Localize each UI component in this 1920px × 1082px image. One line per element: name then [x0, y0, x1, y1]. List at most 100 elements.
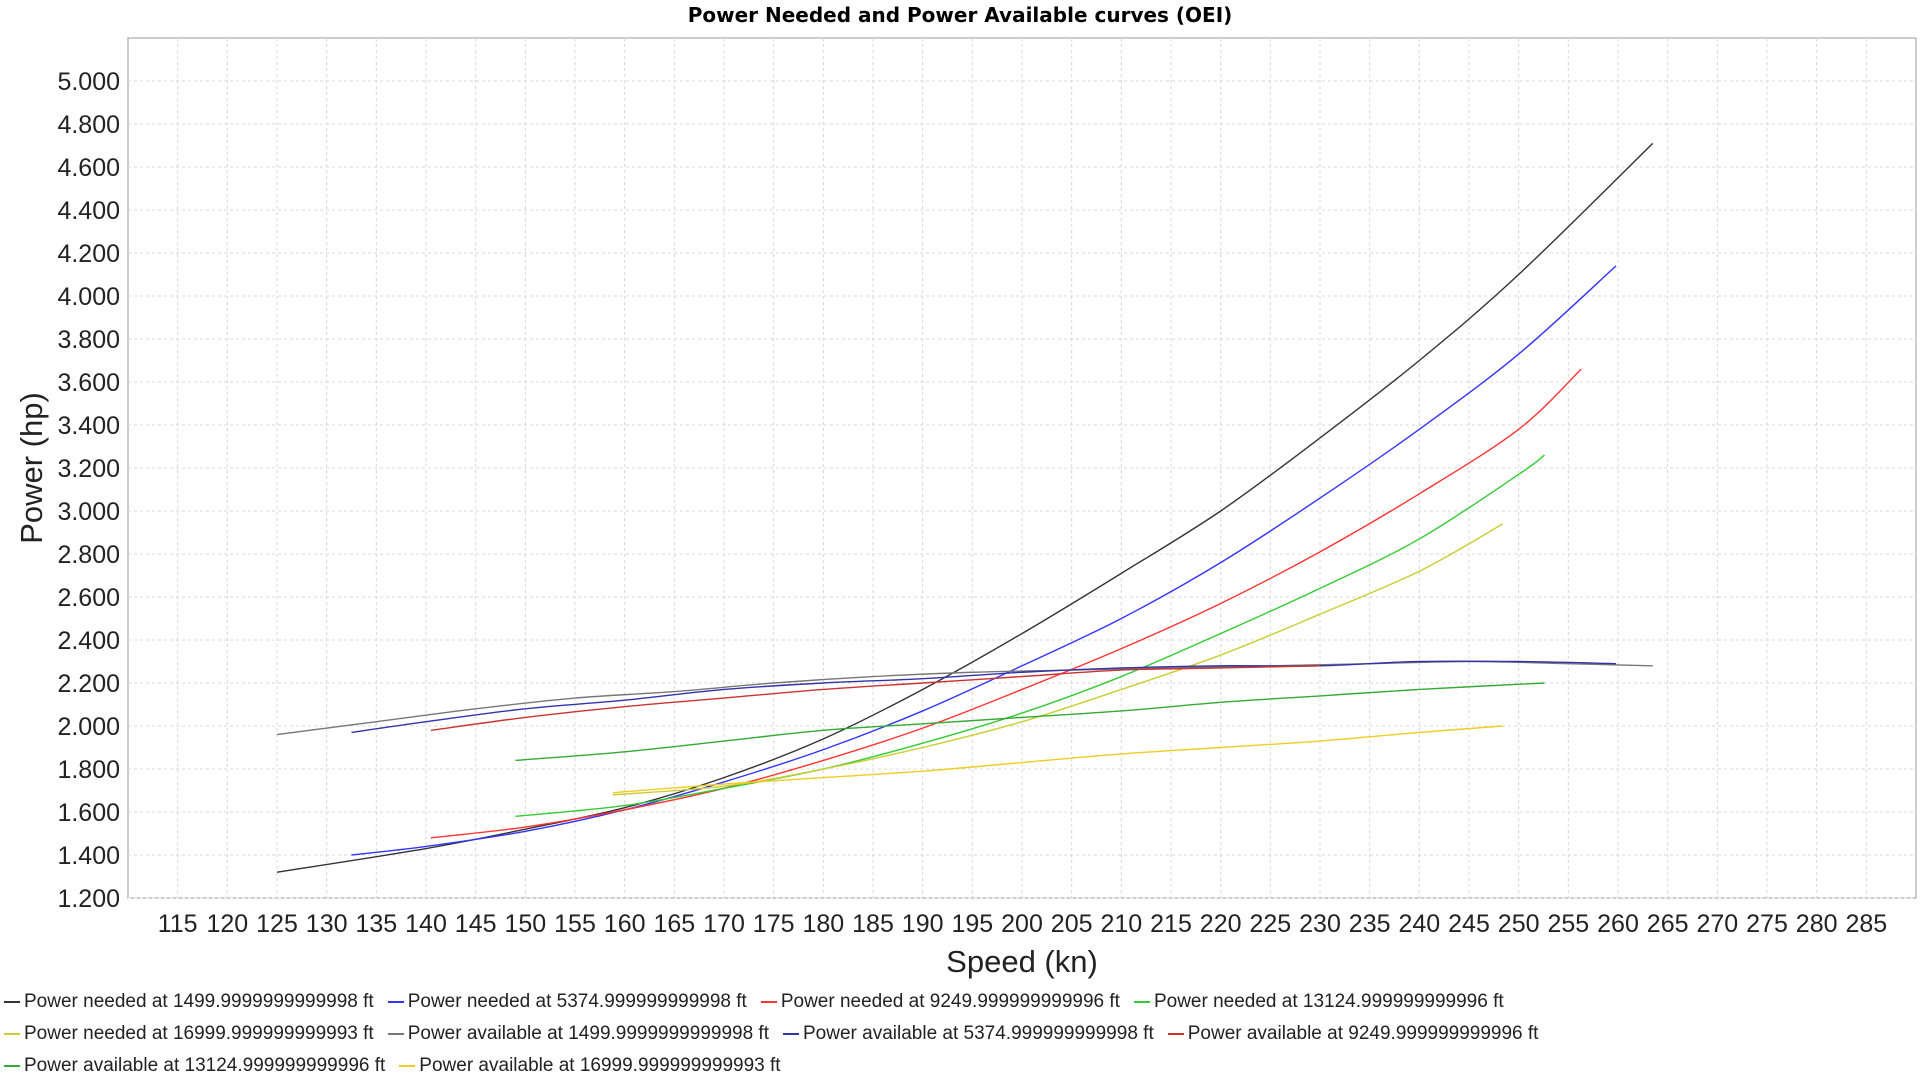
y-tick-label: 1.800 [57, 756, 120, 784]
y-tick-label: 4.600 [57, 154, 120, 182]
legend-item: Power available at 13124.999999999996 ft [0, 1055, 385, 1077]
series-line-2 [430, 368, 1582, 839]
x-axis-label: Speed (kn) [946, 944, 1098, 979]
legend-swatch [4, 1065, 20, 1067]
x-tick-label: 120 [206, 910, 248, 938]
legend-item: Power needed at 5374.999999999998 ft [384, 991, 747, 1013]
legend-swatch [4, 1033, 20, 1035]
y-tick-label: 1.600 [57, 799, 120, 827]
x-tick-label: 255 [1547, 910, 1589, 938]
x-tick-label: 200 [1001, 910, 1043, 938]
y-tick-label: 4.000 [57, 283, 120, 311]
legend-label: Power available at 5374.999999999998 ft [803, 1023, 1154, 1044]
x-tick-label: 230 [1299, 910, 1341, 938]
legend-swatch [760, 1001, 777, 1003]
legend-item: Power needed at 1499.9999999999998 ft [0, 991, 374, 1013]
legend-row: Power needed at 16999.999999999993 ft Pow… [0, 1018, 1920, 1050]
x-tick-label: 280 [1796, 910, 1838, 938]
x-tick-label: 250 [1498, 910, 1540, 938]
series-line-4 [612, 523, 1504, 796]
series-line-6 [351, 660, 1617, 734]
series-line-9 [612, 725, 1503, 794]
x-tick-label: 170 [703, 910, 745, 938]
legend-swatch [399, 1065, 416, 1067]
series-line-1 [351, 265, 1617, 856]
grid [128, 38, 1916, 899]
y-tick-label: 3.600 [57, 369, 120, 397]
y-tick-label: 4.400 [57, 197, 120, 225]
series-line-0 [276, 142, 1654, 873]
legend-item: Power needed at 16999.999999999993 ft [0, 1023, 374, 1045]
x-tick-label: 240 [1398, 910, 1440, 938]
x-tick-label: 265 [1647, 910, 1689, 938]
y-tick-label: 2.000 [57, 713, 120, 741]
legend-row: Power needed at 1499.9999999999998 ft Pow… [0, 986, 1920, 1018]
legend-swatch [387, 1001, 404, 1003]
chart-title: Power Needed and Power Available curves … [688, 3, 1233, 27]
legend-swatch [387, 1033, 404, 1035]
legend-label: Power available at 13124.999999999996 ft [24, 1055, 386, 1076]
x-tick-label: 145 [455, 910, 497, 938]
y-tick-label: 1.200 [57, 885, 120, 913]
x-tick-label: 160 [604, 910, 646, 938]
legend-label: Power needed at 1499.9999999999998 ft [24, 991, 374, 1012]
y-tick-label: 1.400 [57, 842, 120, 870]
x-tick-label: 175 [753, 910, 795, 938]
y-tick-label: 3.400 [57, 412, 120, 440]
y-tick-label: 3.200 [57, 455, 120, 483]
x-tick-label: 235 [1349, 910, 1391, 938]
y-tick-label: 2.800 [57, 541, 120, 569]
legend-swatch [1133, 1001, 1150, 1003]
y-tick-label: 2.600 [57, 584, 120, 612]
y-tick-label: 3.800 [57, 326, 120, 354]
legend-row: Power available at 13124.999999999996 ft… [0, 1050, 1920, 1082]
x-tick-label: 260 [1597, 910, 1639, 938]
x-tick-label: 155 [554, 910, 596, 938]
legend-label: Power needed at 13124.999999999996 ft [1153, 991, 1504, 1012]
legend-item: Power available at 16999.999999999993 ft [395, 1055, 781, 1077]
legend-swatch [4, 1001, 20, 1003]
x-tick-label: 220 [1200, 910, 1242, 938]
y-tick-label: 4.200 [57, 240, 120, 268]
legend-item: Power needed at 9249.999999999996 ft [757, 991, 1120, 1013]
y-tick-label: 2.400 [57, 627, 120, 655]
legend-item: Power needed at 13124.999999999996 ft [1130, 991, 1504, 1013]
x-tick-label: 130 [306, 910, 348, 938]
x-tick-label: 195 [951, 910, 993, 938]
x-tick-label: 275 [1746, 910, 1788, 938]
x-tick-label: 180 [802, 910, 844, 938]
x-tick-label: 270 [1696, 910, 1738, 938]
x-tick-label: 245 [1448, 910, 1490, 938]
x-tick-labels: 115 120 125 130 135 140 145 150 155 160 165 170 175 1… [158, 910, 1887, 938]
legend-swatch [783, 1033, 799, 1035]
x-tick-label: 135 [355, 910, 397, 938]
series-lines [276, 142, 1654, 873]
series-line-7 [430, 665, 1321, 731]
legend-item: Power available at 1499.9999999999998 ft [384, 1023, 769, 1045]
series-line-3 [515, 454, 1545, 817]
y-tick-labels: 1.200 1.400 1.600 1.800 2.000 2.200 2.400 2.600… [57, 68, 120, 913]
legend-label: Power needed at 16999.999999999993 ft [24, 1023, 374, 1044]
x-tick-label: 165 [653, 910, 695, 938]
x-tick-label: 185 [852, 910, 894, 938]
legend-swatch [1167, 1033, 1184, 1035]
x-tick-label: 140 [405, 910, 447, 938]
x-tick-label: 150 [504, 910, 546, 938]
x-tick-label: 210 [1100, 910, 1142, 938]
y-tick-label: 3.000 [57, 498, 120, 526]
x-tick-label: 125 [256, 910, 298, 938]
y-tick-label: 5.000 [57, 68, 120, 96]
y-axis-label: Power (hp) [14, 392, 49, 544]
legend-label: Power available at 16999.999999999993 ft [419, 1055, 781, 1076]
legend-label: Power needed at 5374.999999999998 ft [407, 991, 747, 1012]
x-tick-label: 205 [1051, 910, 1093, 938]
x-tick-label: 190 [902, 910, 944, 938]
x-tick-label: 115 [158, 910, 198, 938]
legend-item: Power available at 9249.999999999996 ft [1164, 1023, 1538, 1045]
y-tick-label: 4.800 [57, 111, 120, 139]
series-line-8 [515, 682, 1545, 762]
legend-label: Power needed at 9249.999999999996 ft [780, 991, 1120, 1012]
legend: Power needed at 1499.9999999999998 ft Pow… [0, 986, 1920, 1082]
x-tick-label: 225 [1249, 910, 1291, 938]
